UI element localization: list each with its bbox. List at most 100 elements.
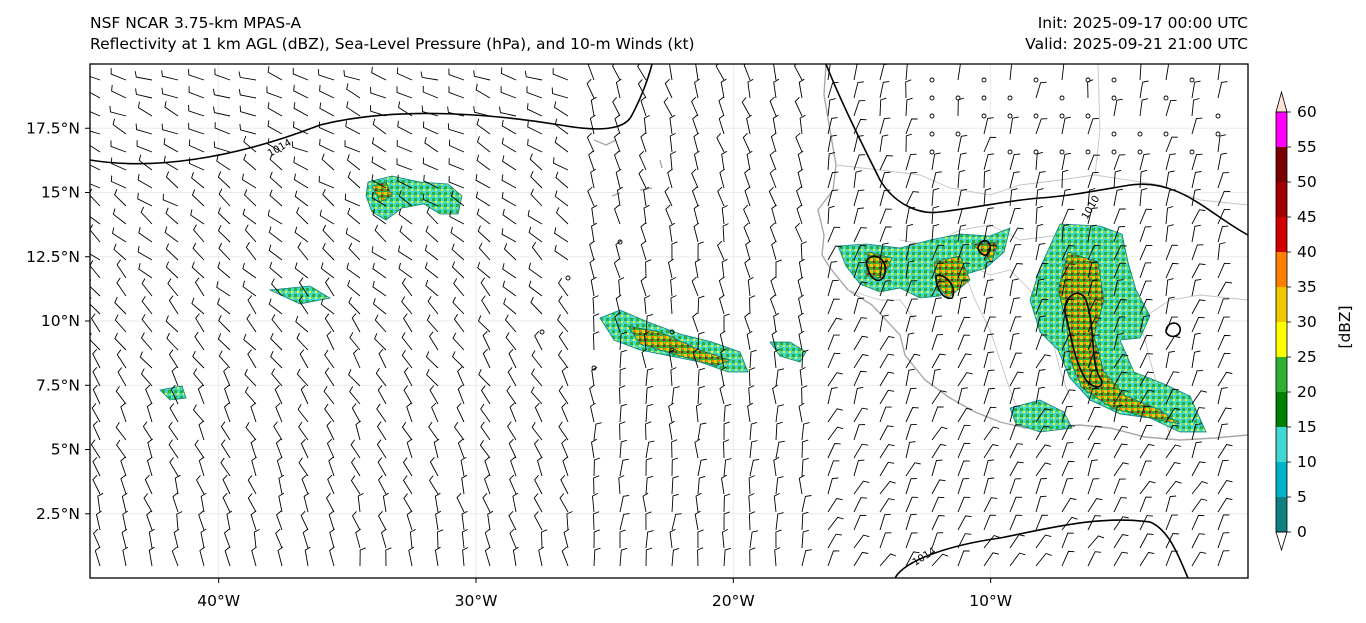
wind-barb xyxy=(669,222,676,243)
wind-barb xyxy=(318,121,335,135)
wind-barb xyxy=(879,117,891,135)
wind-barb xyxy=(800,241,807,261)
wind-barb xyxy=(1217,407,1232,423)
wind-barb xyxy=(329,546,335,567)
wind-barb xyxy=(1191,551,1207,567)
wind-barb xyxy=(396,86,413,99)
wind-barb xyxy=(461,528,468,549)
wind-barb xyxy=(1113,443,1128,459)
wind-barb xyxy=(350,439,361,459)
wind-barb xyxy=(247,349,257,369)
wind-barb xyxy=(161,70,179,81)
wind-barb xyxy=(1113,279,1124,297)
wind-barb xyxy=(715,64,725,81)
wind-barb xyxy=(879,335,895,351)
wind-barb xyxy=(165,315,179,333)
wind-barb xyxy=(590,276,597,297)
wind-barb xyxy=(983,477,995,495)
wind-barb xyxy=(853,261,865,279)
wind-barb xyxy=(456,492,465,513)
wind-barb xyxy=(1191,390,1208,405)
wind-barb xyxy=(827,408,844,423)
wind-barb xyxy=(114,314,127,333)
wind-barb xyxy=(749,530,759,549)
wind-barb xyxy=(344,140,361,153)
wind-barb xyxy=(146,402,153,423)
wind-barb xyxy=(346,154,361,171)
wind-barb xyxy=(527,209,543,225)
wind-barb xyxy=(1035,118,1048,135)
wind-barb xyxy=(534,402,543,423)
wind-barb xyxy=(1087,425,1102,441)
wind-barb xyxy=(135,123,153,135)
wind-barb xyxy=(267,138,283,153)
wind-barb xyxy=(270,333,283,351)
wind-barb xyxy=(745,240,751,261)
wind-barb xyxy=(197,384,205,405)
wind-barb xyxy=(1217,550,1230,567)
wind-barb xyxy=(268,298,283,315)
wind-barb xyxy=(165,261,179,279)
calm-wind-marker xyxy=(1111,149,1117,155)
wind-barb xyxy=(931,205,940,225)
wind-barb xyxy=(589,384,595,405)
wind-barb xyxy=(619,403,627,423)
wind-barb xyxy=(691,96,699,117)
wind-barb xyxy=(1191,461,1206,477)
wind-barb xyxy=(345,227,361,243)
wind-barb xyxy=(667,258,674,279)
wind-barb xyxy=(1009,405,1021,423)
wind-barb xyxy=(1087,352,1100,369)
wind-barb xyxy=(425,279,439,297)
wind-barb xyxy=(553,157,569,171)
wind-barb xyxy=(905,206,916,225)
wind-barb xyxy=(1035,354,1051,369)
wind-barb xyxy=(502,155,517,171)
wind-barb xyxy=(1191,423,1202,441)
wind-barb xyxy=(453,278,465,297)
wind-barb xyxy=(1217,459,1229,477)
wind-barb xyxy=(359,547,366,567)
calm-wind-marker xyxy=(929,113,935,119)
wind-barb xyxy=(299,349,309,369)
wind-barb xyxy=(402,457,413,477)
wind-barb xyxy=(1061,188,1071,207)
wind-barb xyxy=(274,384,283,405)
wind-barb xyxy=(1035,315,1047,333)
wind-barb xyxy=(589,114,596,135)
wind-barb xyxy=(433,438,440,459)
wind-barb xyxy=(640,276,647,297)
wind-barb xyxy=(473,106,491,117)
wind-barb xyxy=(480,385,491,405)
wind-barb xyxy=(772,384,778,405)
calm-wind-marker xyxy=(1163,95,1169,101)
wind-barb xyxy=(671,475,679,495)
wind-barb xyxy=(695,492,702,513)
wind-barb xyxy=(530,386,543,405)
wind-barb xyxy=(191,297,205,315)
wind-barb xyxy=(1009,352,1022,369)
wind-barb xyxy=(194,439,205,459)
wind-barb xyxy=(771,204,777,225)
colorbar-tick-label: 45 xyxy=(1297,208,1317,226)
wind-barb xyxy=(371,174,387,189)
wind-barb xyxy=(1087,299,1102,315)
wind-barb xyxy=(242,208,257,225)
wind-barb xyxy=(720,78,727,99)
wind-barb xyxy=(276,456,283,477)
wind-barb xyxy=(1087,279,1099,297)
wind-barb xyxy=(748,493,755,513)
wind-barb xyxy=(1165,425,1179,441)
wind-barb xyxy=(957,207,969,225)
wind-barb xyxy=(115,385,127,405)
wind-barb xyxy=(1191,171,1202,189)
wind-barb xyxy=(983,534,1000,549)
wind-barb xyxy=(347,207,361,225)
wind-barb xyxy=(957,387,968,405)
wind-barb xyxy=(593,422,602,441)
wind-barb xyxy=(645,259,652,279)
wind-barb xyxy=(741,97,751,117)
wind-barb xyxy=(749,547,756,567)
wind-barb xyxy=(771,330,778,351)
wind-barb xyxy=(351,313,361,333)
